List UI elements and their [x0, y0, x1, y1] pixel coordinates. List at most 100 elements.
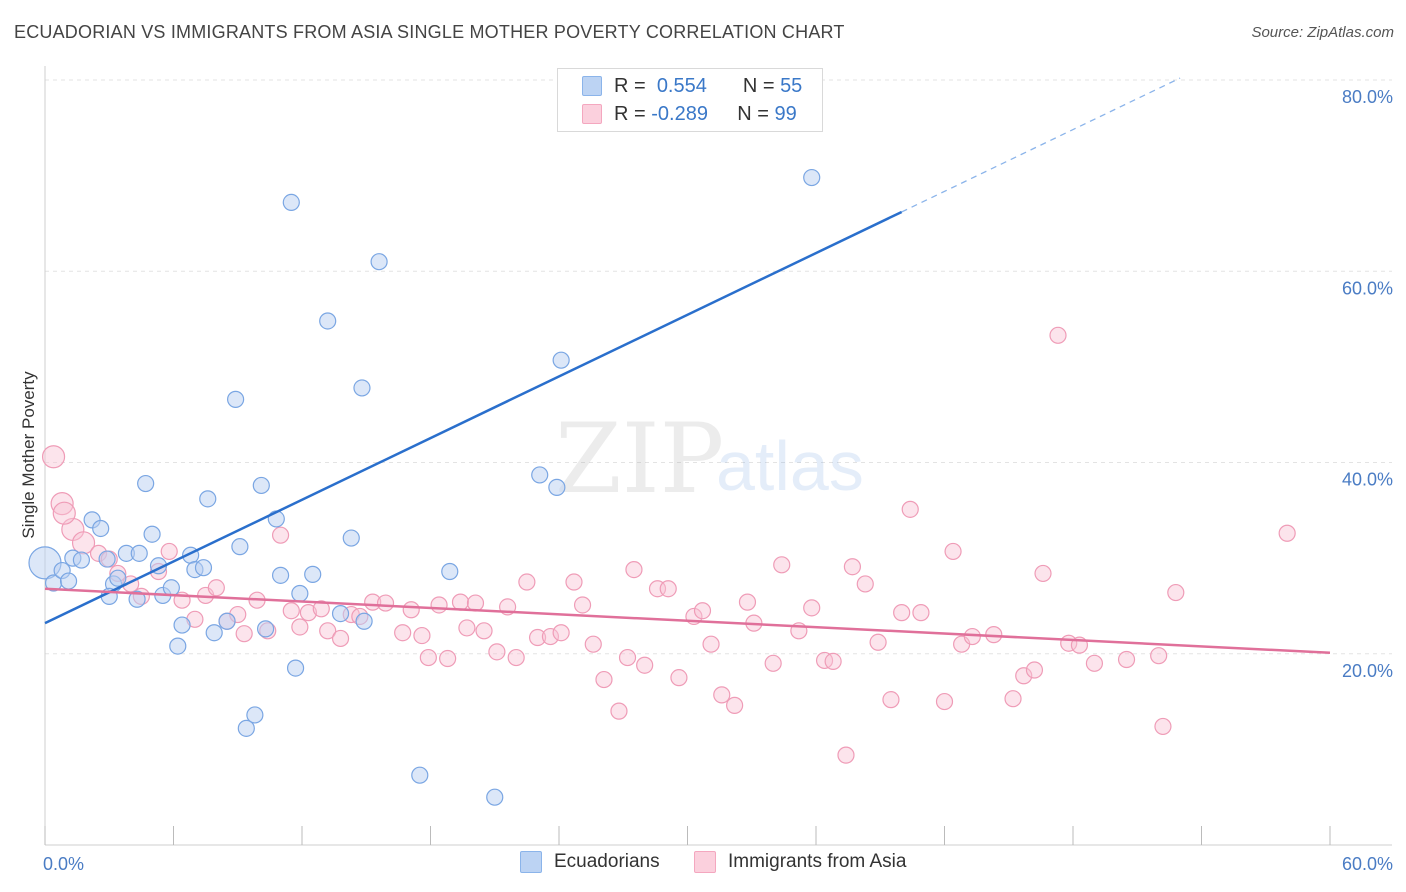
trend-line-immigrants-asia	[44, 587, 1331, 655]
point-ecuadorians	[353, 379, 371, 397]
point-immigrants-asia	[625, 560, 643, 579]
y-tick-label: 80.0%	[1342, 87, 1393, 107]
point-ecuadorians	[304, 565, 322, 583]
trend-line-ecuadorians-extension	[901, 77, 1181, 213]
point-ecuadorians	[205, 624, 223, 642]
point-immigrants-asia	[1085, 654, 1104, 672]
point-immigrants-asia	[488, 643, 506, 661]
axes	[44, 66, 1392, 846]
point-immigrants-asia	[573, 596, 592, 614]
legend-n-value: 99	[774, 102, 797, 125]
legend-r-label: R =	[614, 102, 646, 125]
point-ecuadorians	[342, 529, 360, 547]
point-immigrants-asia	[815, 651, 834, 670]
point-immigrants-asia	[439, 649, 457, 668]
point-immigrants-asia	[312, 600, 330, 618]
point-ecuadorians	[231, 538, 249, 556]
legend-n-value: 55	[780, 74, 803, 97]
point-ecuadorians	[355, 612, 373, 630]
point-immigrants-asia	[475, 622, 493, 640]
point-immigrants-asia	[41, 445, 66, 469]
point-immigrants-asia	[1034, 564, 1052, 583]
point-immigrants-asia	[507, 648, 525, 667]
point-immigrants-asia	[837, 746, 855, 764]
point-immigrants-asia	[901, 500, 919, 518]
point-ecuadorians	[370, 253, 388, 271]
chart-title: ECUADORIAN VS IMMIGRANTS FROM ASIA SINGL…	[14, 22, 845, 42]
point-immigrants-asia	[869, 633, 887, 651]
point-immigrants-asia	[893, 604, 911, 622]
watermark-zip: ZIP	[555, 403, 724, 515]
point-immigrants-asia	[803, 599, 821, 617]
series-legend-swatch-blue	[520, 851, 542, 873]
point-ecuadorians	[271, 566, 290, 584]
point-immigrants-asia	[935, 692, 954, 711]
point-immigrants-asia	[659, 580, 677, 598]
point-immigrants-asia	[299, 604, 318, 622]
point-immigrants-asia	[1150, 647, 1168, 665]
point-ecuadorians	[441, 562, 459, 581]
point-immigrants-asia	[565, 573, 583, 591]
point-immigrants-asia	[518, 573, 536, 591]
point-immigrants-asia	[912, 604, 930, 622]
point-immigrants-asia	[824, 652, 842, 671]
y-axis-label: Single Mother Poverty	[19, 371, 38, 539]
point-immigrants-asia	[726, 696, 744, 714]
point-ecuadorians	[143, 525, 161, 543]
point-immigrants-asia	[331, 629, 350, 648]
point-immigrants-asia	[282, 602, 300, 620]
point-immigrants-asia	[595, 670, 613, 689]
point-immigrants-asia	[552, 624, 570, 642]
point-ecuadorians	[227, 390, 245, 408]
point-immigrants-asia	[207, 579, 225, 597]
point-immigrants-asia	[451, 593, 470, 611]
y-tick-label: 40.0%	[1342, 470, 1393, 490]
point-ecuadorians	[531, 466, 549, 484]
trend-line-ecuadorians	[44, 210, 903, 625]
point-immigrants-asia	[235, 625, 253, 643]
point-immigrants-asia	[160, 542, 178, 561]
point-ecuadorians	[137, 474, 155, 493]
point-immigrants-asia	[50, 492, 74, 516]
point-ecuadorians	[92, 519, 110, 538]
point-ecuadorians	[803, 168, 821, 187]
point-ecuadorians	[548, 478, 566, 496]
point-ecuadorians	[237, 719, 255, 737]
point-immigrants-asia	[773, 556, 791, 574]
point-immigrants-asia	[963, 627, 981, 646]
point-ecuadorians	[194, 559, 213, 577]
legend-r-label: R =	[614, 74, 646, 97]
x-tick-label: 60.0%	[1342, 854, 1393, 874]
point-immigrants-asia	[713, 686, 731, 704]
point-immigrants-asia	[1049, 326, 1067, 344]
trend-lines	[44, 77, 1331, 655]
point-ecuadorians	[128, 590, 146, 608]
point-ecuadorians	[162, 579, 180, 597]
point-immigrants-asia	[394, 624, 412, 642]
point-immigrants-asia	[319, 622, 337, 640]
point-immigrants-asia	[670, 669, 688, 687]
point-immigrants-asia	[402, 601, 420, 619]
series-legend-swatch-pink	[694, 851, 716, 873]
point-immigrants-asia	[528, 628, 547, 647]
point-immigrants-asia	[1167, 583, 1185, 602]
point-ecuadorians	[173, 616, 191, 634]
legend-r-value: 0.554	[656, 74, 707, 97]
point-immigrants-asia	[291, 618, 309, 636]
point-immigrants-asia	[618, 648, 637, 667]
point-immigrants-asia	[1015, 667, 1033, 685]
legend-n-label: N =	[742, 74, 775, 97]
point-ecuadorians	[552, 351, 570, 369]
point-immigrants-asia	[693, 602, 712, 620]
point-immigrants-asia	[52, 501, 76, 525]
series-legend-immigrants-asia: Immigrants from Asia	[694, 851, 906, 873]
x-tick-label: 0.0%	[43, 854, 84, 874]
grid-lines	[45, 79, 1392, 655]
point-ecuadorians	[486, 788, 504, 806]
y-tick-label: 20.0%	[1342, 661, 1393, 681]
point-immigrants-asia	[541, 627, 560, 646]
legend-n-label: N =	[737, 102, 769, 125]
point-ecuadorians	[282, 193, 300, 211]
point-ecuadorians	[256, 620, 275, 638]
